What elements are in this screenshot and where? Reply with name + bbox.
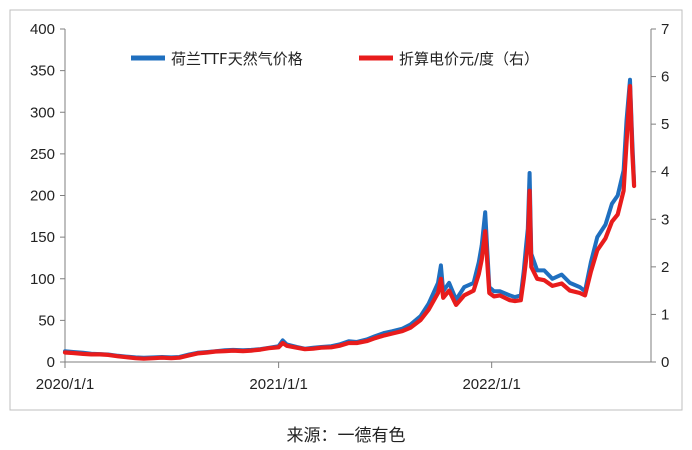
series-layer (62, 77, 637, 361)
source-caption: 来源：一德有色 (286, 426, 406, 446)
legend-item-electricity-price: 折算电价元/度（右） (359, 50, 539, 68)
chart-border (9, 9, 683, 411)
legend-item-ttf-gas-price: 荷兰TTF天然气价格 (131, 50, 303, 68)
y-left-tick-label: 200 (30, 188, 55, 205)
y-left-tick-label: 0 (47, 354, 55, 371)
x-tick-label: 2020/1/1 (36, 376, 94, 393)
y-left-tick-label: 350 (30, 63, 55, 80)
y-left-tick-label: 50 (38, 312, 55, 329)
y-left-tick-label: 300 (30, 104, 55, 121)
y-right-tick-label: 1 (661, 306, 669, 323)
y-right-tick-label: 7 (661, 21, 669, 38)
series-line-ttf-gas-price (63, 77, 637, 360)
y-right-tick-label: 3 (661, 211, 669, 228)
chart-svg: 0 50 100 150 200 250 300 350 400 0 1 2 3 4 5 6 7 2020/1/1… (9, 9, 683, 411)
y-left-tick-label: 250 (30, 146, 55, 163)
y-left-tick-label: 100 (30, 271, 55, 288)
legend-label: 折算电价元/度（右） (399, 50, 539, 68)
y-right-tick-label: 4 (661, 164, 669, 181)
y-right-tick-label: 2 (661, 259, 669, 276)
y-right-tick-label: 6 (661, 69, 669, 86)
legend: 荷兰TTF天然气价格 折算电价元/度（右） (131, 50, 539, 68)
x-tick-label: 2022/1/1 (462, 376, 520, 393)
series-line-electricity-price (62, 84, 637, 361)
legend-label: 荷兰TTF天然气价格 (171, 50, 303, 68)
y-left-tick-label: 150 (30, 229, 55, 246)
y-left-tick-label: 400 (30, 21, 55, 38)
y-right-tick-label: 5 (661, 116, 669, 133)
y-right-tick-label: 0 (661, 354, 669, 371)
x-tick-label: 2021/1/1 (249, 376, 307, 393)
axes: 0 50 100 150 200 250 300 350 400 0 1 2 3 4 5 6 7 2020/1/1… (30, 21, 669, 393)
